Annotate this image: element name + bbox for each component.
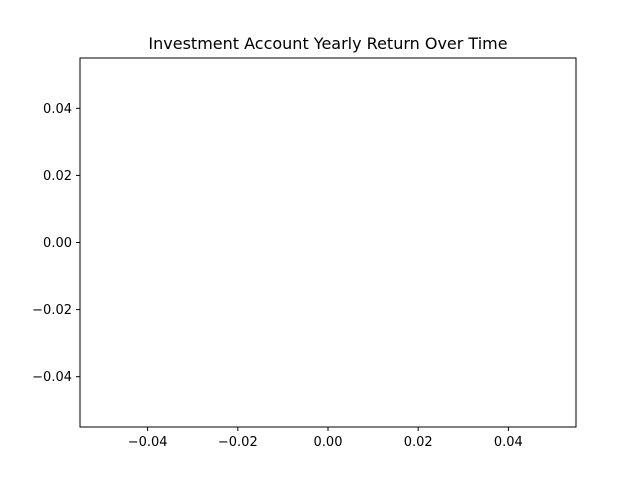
y-axis: −0.04 −0.02 0.00 0.02 0.04: [32, 102, 80, 385]
x-tick-label: 0.00: [314, 435, 343, 450]
x-tick-label: 0.04: [494, 435, 523, 450]
y-tick-label: −0.02: [32, 303, 72, 318]
y-tick-label: −0.04: [32, 370, 72, 385]
y-tick-label: 0.02: [43, 169, 72, 184]
y-tick-label: 0.00: [43, 236, 72, 251]
chart-title: Investment Account Yearly Return Over Ti…: [148, 34, 507, 53]
x-tick-label: −0.04: [128, 435, 168, 450]
x-tick-label: −0.02: [218, 435, 258, 450]
x-tick-label: 0.02: [404, 435, 433, 450]
x-axis: −0.04 −0.02 0.00 0.02 0.04: [128, 427, 523, 450]
y-tick-label: 0.04: [43, 102, 72, 117]
